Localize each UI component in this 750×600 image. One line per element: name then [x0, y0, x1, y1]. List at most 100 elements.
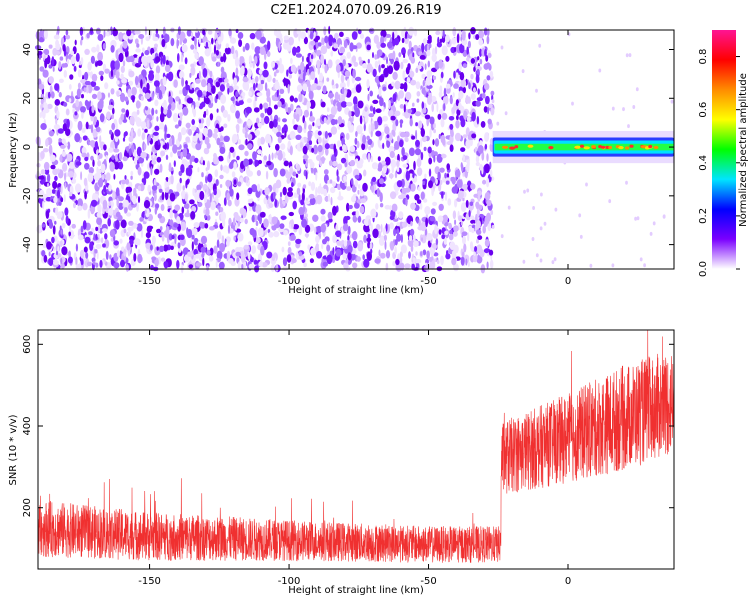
noise-speckle — [166, 34, 170, 43]
noise-speckle — [253, 83, 256, 91]
noise-speckle — [205, 208, 210, 217]
noise-speckle — [396, 180, 403, 188]
noise-speckle — [260, 136, 265, 145]
noise-speckle — [390, 159, 397, 169]
noise-speckle — [298, 32, 301, 42]
noise-speckle — [280, 143, 286, 151]
noise-speckle — [308, 90, 314, 100]
noise-speckle — [634, 216, 637, 221]
noise-speckle — [72, 107, 76, 114]
noise-speckle — [125, 178, 130, 185]
signal-peak — [548, 146, 554, 150]
noise-speckle — [298, 69, 302, 75]
noise-speckle — [60, 229, 63, 235]
noise-speckle — [156, 156, 162, 163]
noise-speckle — [330, 187, 336, 194]
noise-speckle — [388, 173, 394, 179]
noise-speckle — [368, 123, 372, 134]
noise-speckle — [215, 81, 221, 88]
noise-speckle — [134, 63, 141, 68]
noise-speckle — [60, 258, 63, 264]
noise-speckle — [246, 170, 253, 177]
noise-speckle — [338, 94, 341, 101]
noise-speckle — [439, 167, 445, 173]
noise-speckle — [376, 49, 383, 57]
snr-series-line — [37, 329, 675, 563]
noise-speckle — [102, 43, 107, 50]
noise-speckle — [108, 201, 112, 206]
noise-speckle — [203, 195, 208, 204]
noise-speckle — [431, 187, 434, 197]
noise-speckle — [226, 192, 230, 201]
noise-speckle — [207, 173, 213, 183]
noise-speckle — [48, 76, 54, 84]
noise-speckle — [379, 178, 384, 185]
noise-speckle — [491, 99, 495, 104]
noise-speckle — [129, 115, 135, 126]
noise-speckle — [142, 86, 147, 93]
noise-speckle — [74, 111, 78, 116]
noise-speckle — [84, 156, 89, 162]
noise-speckle — [81, 112, 84, 119]
noise-speckle — [422, 107, 427, 114]
noise-speckle — [421, 237, 423, 242]
noise-speckle — [372, 68, 377, 78]
noise-speckle — [388, 99, 391, 110]
noise-speckle — [221, 235, 225, 244]
noise-speckle — [426, 233, 433, 241]
noise-speckle — [343, 240, 348, 247]
noise-speckle — [484, 239, 490, 247]
noise-speckle — [276, 87, 279, 98]
noise-speckle — [343, 262, 349, 270]
noise-speckle — [356, 125, 363, 135]
noise-speckle — [399, 139, 404, 148]
noise-speckle — [228, 151, 231, 160]
noise-speckle — [55, 207, 59, 216]
noise-speckle — [421, 101, 425, 110]
noise-speckle — [347, 120, 352, 129]
noise-speckle — [75, 161, 82, 166]
noise-speckle — [452, 210, 457, 220]
noise-speckle — [278, 117, 281, 122]
noise-speckle — [387, 65, 394, 75]
noise-speckle — [254, 129, 260, 136]
noise-speckle — [432, 75, 437, 80]
noise-speckle — [440, 118, 445, 128]
noise-speckle — [347, 235, 350, 242]
noise-speckle — [475, 201, 480, 209]
noise-speckle — [357, 241, 364, 252]
noise-speckle — [400, 244, 407, 254]
noise-speckle — [366, 79, 370, 89]
noise-speckle — [239, 66, 245, 76]
colorbar-tick-label: 0.8 — [698, 49, 709, 65]
noise-speckle — [113, 161, 120, 170]
noise-speckle — [77, 82, 81, 89]
noise-speckle — [70, 50, 74, 55]
noise-speckle — [628, 53, 632, 58]
noise-speckle — [144, 92, 151, 100]
noise-speckle — [244, 150, 249, 157]
noise-speckle — [403, 53, 406, 58]
noise-speckle — [324, 130, 328, 139]
noise-speckle — [454, 198, 458, 208]
noise-speckle — [290, 234, 296, 241]
noise-speckle — [151, 107, 155, 116]
noise-speckle — [325, 147, 329, 156]
noise-speckle — [462, 183, 469, 191]
noise-speckle — [85, 121, 89, 130]
noise-speckle — [88, 231, 93, 236]
noise-speckle — [260, 112, 265, 118]
noise-speckle — [422, 249, 427, 256]
noise-speckle — [455, 119, 460, 129]
noise-speckle — [399, 104, 404, 109]
noise-speckle — [194, 253, 201, 259]
noise-speckle — [224, 238, 227, 248]
noise-speckle — [102, 243, 106, 248]
noise-speckle — [433, 129, 436, 134]
noise-speckle — [322, 261, 328, 267]
spectrogram-frame — [37, 29, 675, 270]
noise-speckle — [167, 105, 171, 111]
noise-speckle — [191, 119, 195, 125]
noise-speckle — [433, 122, 436, 129]
noise-speckle — [80, 106, 86, 113]
